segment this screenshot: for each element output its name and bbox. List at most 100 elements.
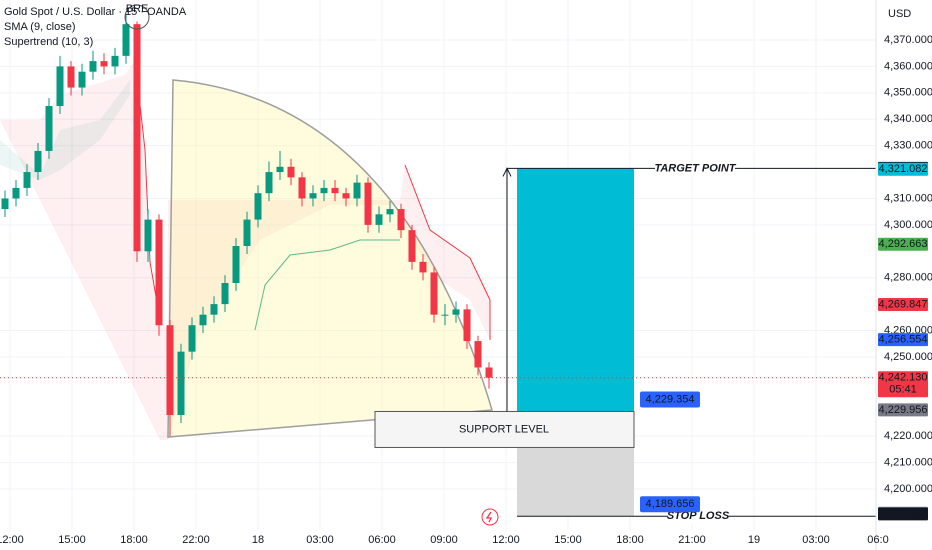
candle-body xyxy=(276,166,284,173)
axis-badge-label: 4,229.956 xyxy=(879,404,928,416)
candle-body xyxy=(320,187,328,194)
candle-body xyxy=(188,325,196,352)
x-tick-label: 18 xyxy=(252,534,264,546)
label-bg xyxy=(668,509,728,524)
candle-body xyxy=(111,55,119,67)
candle-body xyxy=(199,314,207,326)
candle-body xyxy=(34,150,42,173)
y-tick-label: 4,200.000 xyxy=(884,483,932,495)
axis-badge-label: 4,292.663 xyxy=(879,238,928,250)
candle-body xyxy=(56,66,64,107)
y-tick-label: 4,220.000 xyxy=(884,430,932,442)
candle-body xyxy=(100,61,108,67)
y-tick-label: 4,210.000 xyxy=(884,456,932,468)
profit-zone xyxy=(517,168,634,412)
candle-body xyxy=(221,282,229,305)
axis-badge xyxy=(878,333,928,347)
candle-body xyxy=(342,193,350,199)
x-tick-label: 15:00 xyxy=(554,534,582,546)
support-label: SUPPORT LEVEL xyxy=(459,423,549,435)
y-tick-label: 4,300.000 xyxy=(884,219,932,231)
y-tick-label: 4,250.000 xyxy=(884,351,932,363)
x-tick-label: 03:00 xyxy=(306,534,334,546)
candle-body xyxy=(254,193,262,220)
candle-body xyxy=(144,219,152,252)
candle-body xyxy=(430,272,438,315)
price-badge-label: 4,189.656 xyxy=(646,498,695,510)
news-marker xyxy=(124,4,150,30)
axis-badge-label: 4,190.558 xyxy=(879,508,928,520)
y-tick-label: 4,360.000 xyxy=(884,60,932,72)
candle-body xyxy=(78,71,86,88)
axis-badge xyxy=(878,162,928,176)
x-tick-label: 19 xyxy=(748,534,760,546)
x-tick-label: 12:00 xyxy=(0,534,24,546)
x-tick-label: 06:0 xyxy=(867,534,888,546)
candle-body xyxy=(89,61,97,72)
fan-drawing xyxy=(167,79,493,438)
candle-body xyxy=(243,219,251,247)
axis-badge xyxy=(878,403,928,417)
candle-body xyxy=(133,24,141,252)
candle-body xyxy=(45,106,53,151)
candle-body xyxy=(331,187,339,194)
candle-body xyxy=(364,182,372,225)
candle-body xyxy=(397,209,405,231)
axis-badge xyxy=(878,371,928,398)
candle-body xyxy=(166,325,174,416)
price-badge-label: 4,229.354 xyxy=(646,393,695,405)
x-tick-label: 06:00 xyxy=(368,534,396,546)
y-tick-label: 4,330.000 xyxy=(884,140,932,152)
candle-body xyxy=(67,66,75,88)
x-tick-label: 03:00 xyxy=(802,534,830,546)
price-axis xyxy=(876,0,932,550)
indicator-label: Supertrend (10, 3) xyxy=(4,36,93,48)
axis-badge-label: 4,321.082 xyxy=(879,163,928,175)
x-tick-label: 18:00 xyxy=(616,534,644,546)
candle-body xyxy=(386,209,394,215)
chart-title: Gold Spot / U.S. Dollar · 15 · OANDA xyxy=(4,6,187,18)
candle-body xyxy=(232,246,240,283)
supertrend-up-zone xyxy=(0,80,130,180)
lightning-icon xyxy=(481,508,499,526)
candle-body xyxy=(452,309,460,315)
lightning-icon xyxy=(485,511,493,523)
stop-label: STOP LOSS xyxy=(667,510,730,522)
x-tick-label: 21:00 xyxy=(678,534,706,546)
candles xyxy=(1,13,493,437)
supertrend-line xyxy=(404,164,491,340)
y-tick-label: 4,350.000 xyxy=(884,87,932,99)
candle-body xyxy=(419,261,427,273)
axis-badge-label: 4,242.130 xyxy=(879,372,928,384)
candle-body xyxy=(23,172,31,188)
x-tick-label: 12:00 xyxy=(492,534,520,546)
x-tick-label: 09:00 xyxy=(430,534,458,546)
price-badge xyxy=(640,391,700,408)
candle-body xyxy=(298,177,306,199)
candle-body xyxy=(485,367,493,378)
candle-body xyxy=(177,351,185,416)
candle-body xyxy=(309,193,317,199)
countdown-label: 05:41 xyxy=(889,384,917,396)
candle-body xyxy=(474,341,482,368)
axis-badge xyxy=(878,507,928,521)
axis-badge xyxy=(878,237,928,251)
x-tick-label: 18:00 xyxy=(120,534,148,546)
price-badge xyxy=(640,496,700,513)
x-tick-label: 15:00 xyxy=(58,534,86,546)
target-label: TARGET POINT xyxy=(654,162,736,174)
y-tick-label: 4,310.000 xyxy=(884,192,932,204)
candle-body xyxy=(1,198,9,210)
candle-body xyxy=(265,172,273,194)
candle-body xyxy=(12,187,20,199)
axis-badge-label: 4,269.847 xyxy=(879,298,928,310)
candle-body xyxy=(463,309,471,342)
candle-body xyxy=(210,304,218,315)
currency-label: USD xyxy=(888,8,911,20)
candle-body xyxy=(408,230,416,262)
label-bg xyxy=(655,161,735,176)
y-tick-label: 4,370.000 xyxy=(884,34,932,46)
